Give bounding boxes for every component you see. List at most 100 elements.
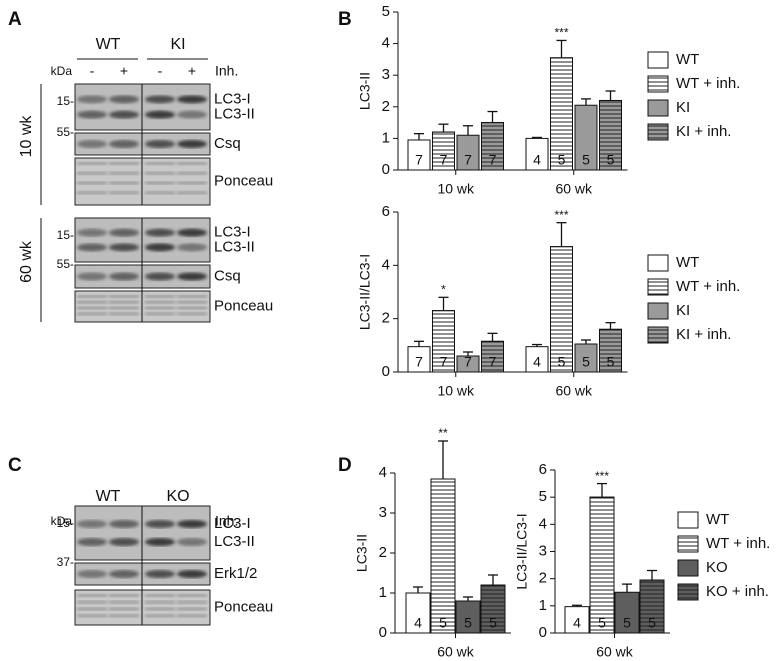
y-tick-label: 4	[382, 35, 390, 52]
blot-band	[109, 272, 139, 281]
blot-band	[177, 594, 207, 597]
unit-label: kDa	[51, 514, 73, 528]
y-axis-label: LC3-II/LC3-I	[357, 254, 373, 330]
blot-band	[77, 600, 107, 604]
legend-swatch	[677, 559, 699, 577]
n-label: 5	[558, 354, 566, 370]
n-label: 7	[415, 354, 423, 370]
y-tick-label: 4	[539, 515, 547, 532]
legend-label: KI + inh.	[676, 123, 731, 140]
blot-band	[177, 614, 207, 618]
blot-band	[177, 520, 207, 528]
n-label: 7	[415, 152, 423, 168]
blot-band	[109, 594, 139, 597]
blot-band	[145, 140, 175, 148]
blot-band	[77, 228, 107, 237]
n-label: 5	[607, 152, 615, 168]
blot-band	[109, 171, 139, 175]
blot-band	[109, 295, 139, 298]
mw-marker: 55-	[57, 257, 74, 271]
blot-band	[77, 140, 107, 148]
significance: ***	[595, 469, 609, 483]
n-label: 5	[558, 152, 566, 168]
panel-label: D	[338, 455, 352, 476]
lane-label: +	[188, 63, 196, 79]
band-label: LC3-I	[214, 90, 251, 107]
y-tick-label: 6	[539, 461, 547, 478]
blot-band	[177, 607, 207, 611]
legend-label: KI	[676, 99, 690, 116]
legend-label: WT + inh.	[706, 535, 770, 552]
y-tick-label: 5	[382, 3, 390, 20]
y-axis-label: LC3-II/LC3-I	[514, 513, 530, 589]
y-tick-label: 2	[379, 544, 387, 561]
blot-band	[145, 243, 175, 252]
legend-swatch	[647, 51, 669, 69]
blot-band	[77, 306, 107, 310]
n-label: 4	[533, 152, 541, 168]
blot-band	[77, 594, 107, 597]
mw-marker: 37-	[57, 555, 74, 569]
blot-band	[145, 538, 175, 546]
blot-band	[177, 570, 207, 578]
lane-label: -	[158, 63, 163, 79]
blot-band	[109, 243, 139, 252]
blot-band	[109, 600, 139, 604]
x-tick-label: 60 wk	[555, 383, 593, 399]
n-label: 7	[489, 152, 497, 168]
blot-band	[109, 312, 139, 316]
y-tick-label: 3	[382, 66, 390, 83]
blot-band	[109, 95, 139, 104]
band-label: LC3-II	[214, 106, 255, 123]
blot-band	[109, 520, 139, 528]
y-tick-label: 0	[382, 363, 390, 380]
blot-band	[109, 614, 139, 618]
n-label: 5	[607, 354, 615, 370]
n-label: 5	[439, 615, 447, 631]
y-tick-label: 2	[382, 98, 390, 115]
blot-band	[77, 607, 107, 611]
x-tick-label: 10 wk	[437, 383, 475, 399]
blot-band	[109, 607, 139, 611]
y-tick-label: 0	[539, 624, 547, 641]
blot-band	[145, 594, 175, 597]
legend-label: KO + inh.	[706, 583, 769, 600]
blot-band	[177, 95, 207, 104]
y-tick-label: 1	[382, 129, 390, 146]
blot-band	[145, 228, 175, 237]
blot-band	[177, 300, 207, 304]
y-tick-label: 4	[379, 464, 387, 481]
band-label: Ponceau	[214, 297, 273, 314]
blot-band	[145, 295, 175, 298]
legend-label: KI	[676, 302, 690, 319]
band-label: Ponceau	[214, 598, 273, 615]
bar-hatch	[430, 478, 456, 634]
legend-label: WT	[676, 254, 699, 271]
n-label: 7	[440, 152, 448, 168]
legend-label: WT	[706, 511, 729, 528]
lane-label: -	[90, 63, 95, 79]
blot-band	[77, 181, 107, 185]
n-label: 5	[598, 615, 606, 631]
group-label: 60 wk	[18, 240, 35, 283]
mw-marker: 15-	[57, 94, 74, 108]
y-tick-label: 4	[382, 256, 390, 273]
blot-band	[145, 520, 175, 528]
significance: **	[438, 426, 448, 440]
blot-band	[109, 140, 139, 148]
blot-band	[177, 140, 207, 148]
bar-hatch	[639, 579, 665, 634]
legend-label: WT + inh.	[676, 75, 740, 92]
n-label: 5	[582, 354, 590, 370]
band-label: Csq	[214, 267, 241, 284]
blot-band	[145, 600, 175, 604]
blot-band	[177, 306, 207, 310]
blot-band	[145, 272, 175, 281]
unit-label: kDa	[51, 64, 73, 78]
panel-label: C	[8, 455, 22, 476]
blot-band	[177, 228, 207, 237]
y-axis-label: LC3-II	[357, 72, 373, 110]
n-label: 4	[573, 615, 581, 631]
significance: ***	[554, 26, 568, 40]
blot-band	[177, 295, 207, 298]
